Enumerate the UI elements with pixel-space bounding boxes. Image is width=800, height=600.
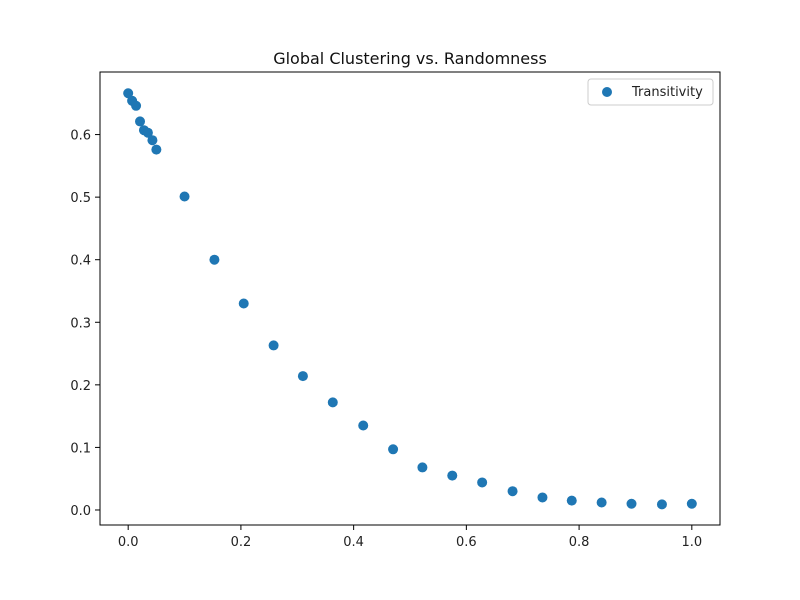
data-point — [147, 135, 158, 146]
data-point — [477, 477, 488, 488]
data-point — [135, 116, 146, 127]
x-tick-label: 0.4 — [343, 535, 364, 550]
legend: Transitivity — [587, 78, 714, 106]
data-point — [209, 254, 220, 265]
y-tick-label: 0.4 — [70, 254, 91, 269]
plot-frame — [99, 71, 721, 526]
y-tick-label: 0.3 — [70, 316, 91, 331]
x-tick-label: 1.0 — [681, 535, 702, 550]
data-point — [626, 498, 637, 509]
data-point — [179, 191, 190, 202]
data-point — [297, 371, 308, 382]
x-tick-label: 0.8 — [569, 535, 590, 550]
chart-title: Global Clustering vs. Randomness — [273, 49, 547, 68]
legend-marker — [602, 87, 612, 97]
y-tick-label: 0.0 — [70, 504, 91, 519]
data-point — [123, 88, 134, 99]
y-tick-label: 0.6 — [70, 129, 91, 144]
data-point — [447, 470, 458, 481]
axis-ticks: 0.0 0.2 0.4 0.6 0.8 1.0 0.0 0.1 0.2 0.3 0.4 0.5 0.6 — [70, 129, 702, 550]
data-point — [151, 144, 162, 155]
legend-label: Transitivity — [631, 85, 703, 100]
y-tick-label: 0.2 — [70, 379, 91, 394]
legend-box — [587, 78, 714, 106]
data-point — [537, 492, 548, 503]
data-point — [507, 486, 518, 497]
data-points — [123, 88, 697, 510]
data-point — [417, 462, 428, 473]
data-point — [358, 420, 369, 431]
data-point — [142, 127, 153, 138]
data-point — [238, 298, 249, 309]
x-tick-label: 0.0 — [118, 535, 139, 550]
data-point — [596, 497, 607, 508]
data-point — [566, 495, 577, 506]
data-point — [388, 444, 399, 455]
x-tick-label: 0.2 — [231, 535, 252, 550]
data-point — [327, 397, 338, 408]
data-point — [131, 100, 142, 111]
data-point — [656, 499, 667, 510]
y-tick-label: 0.1 — [70, 441, 91, 456]
x-tick-label: 0.6 — [456, 535, 477, 550]
data-point — [268, 340, 279, 351]
y-tick-label: 0.5 — [70, 191, 91, 206]
data-point — [686, 498, 697, 509]
